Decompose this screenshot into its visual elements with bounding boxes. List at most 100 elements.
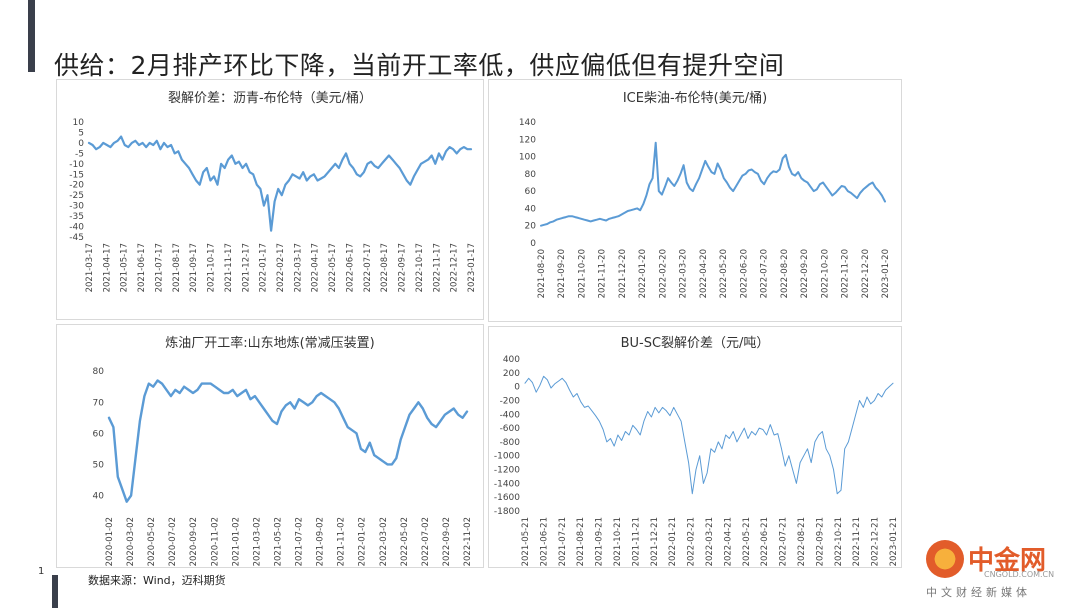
y-tick-label: 40 bbox=[525, 204, 537, 214]
x-tick-label: 2021-07-17 bbox=[154, 243, 164, 292]
x-tick-label: 2022-05-20 bbox=[719, 249, 729, 298]
x-tick-label: 2022-05-02 bbox=[400, 517, 410, 566]
x-tick-label: 2022-07-21 bbox=[779, 517, 789, 566]
y-tick-label: 400 bbox=[503, 355, 520, 365]
x-tick-label: 2023-01-20 bbox=[881, 249, 891, 298]
x-tick-label: 2021-05-02 bbox=[273, 517, 283, 566]
accent-bar-bottom bbox=[52, 575, 58, 608]
watermark-url: CNGOLD.COM.CN bbox=[984, 570, 1055, 579]
x-tick-label: 2021-03-02 bbox=[252, 517, 262, 566]
chart-svg: 裂解价差：沥青-布伦特（美元/桶） 1050-5-10-15-20-25-30-3… bbox=[69, 91, 477, 292]
x-tick-label: 2022-11-20 bbox=[841, 249, 851, 298]
watermark-subtitle: 中文财经新媒体 bbox=[926, 586, 1031, 599]
x-tick-label: 2021-09-17 bbox=[189, 243, 199, 292]
x-tick-label: 2022-01-21 bbox=[668, 517, 678, 566]
y-tick-label: 200 bbox=[503, 369, 520, 379]
x-tick-label: 2022-09-21 bbox=[815, 517, 825, 566]
x-tick-label: 2022-08-20 bbox=[780, 249, 790, 298]
chart-title: BU-SC裂解价差（元/吨） bbox=[621, 336, 770, 351]
x-tick-label: 2021-07-02 bbox=[295, 517, 305, 566]
x-tick-label: 2021-10-21 bbox=[613, 517, 623, 566]
x-tick-label: 2021-05-17 bbox=[120, 243, 130, 292]
y-tick-label: 50 bbox=[93, 460, 105, 470]
y-tick-label: 0 bbox=[530, 239, 536, 249]
chart-title: 裂解价差：沥青-布伦特（美元/桶） bbox=[168, 91, 372, 106]
accent-bar-top bbox=[28, 0, 35, 72]
watermark-cn: 中金网 bbox=[968, 546, 1047, 576]
x-tick-label: 2022-02-17 bbox=[276, 243, 286, 292]
x-tick-label: 2021-09-21 bbox=[595, 517, 605, 566]
x-tick-label: 2021-11-02 bbox=[337, 517, 347, 566]
x-tick-label: 2020-09-02 bbox=[189, 517, 199, 566]
x-tick-label: 2022-02-21 bbox=[687, 517, 697, 566]
x-tick-label: 2021-10-17 bbox=[207, 243, 217, 292]
x-tick-label: 2022-07-17 bbox=[363, 243, 373, 292]
slide-title: 供给：2月排产环比下降，当前开工率低，供应偏低但有提升空间 bbox=[54, 51, 785, 80]
x-tick-label: 2022-10-17 bbox=[415, 243, 425, 292]
y-tick-label: 5 bbox=[78, 128, 84, 138]
page-number: 1 bbox=[38, 566, 45, 577]
y-tick-label: -1000 bbox=[494, 452, 520, 462]
y-tick-label: 60 bbox=[525, 187, 537, 197]
y-tick-label: -400 bbox=[500, 410, 521, 420]
x-tick-label: 2022-09-20 bbox=[800, 249, 810, 298]
x-tick-label: 2022-08-17 bbox=[380, 243, 390, 292]
x-tick-label: 2022-11-02 bbox=[463, 517, 473, 566]
watermark-logo-icon bbox=[926, 540, 964, 578]
y-tick-label: 80 bbox=[525, 170, 537, 180]
watermark: 中金网 CNGOLD.COM.CN 中文财经新媒体 bbox=[918, 540, 1068, 602]
x-tick-label: 2021-11-21 bbox=[631, 517, 641, 566]
x-tick-label: 2021-03-17 bbox=[85, 243, 95, 292]
x-tick-label: 2022-12-21 bbox=[871, 517, 881, 566]
y-tick-label: -1800 bbox=[494, 507, 520, 517]
series-line bbox=[524, 375, 894, 495]
y-tick-label: -25 bbox=[69, 191, 84, 201]
y-tick-label: 0 bbox=[78, 139, 84, 149]
chart-panel-bu-sc-spread: BU-SC裂解价差（元/吨） 400 200 0 -200 -400 -600 -800 -10… bbox=[488, 326, 902, 568]
y-tick-label: 70 bbox=[93, 398, 105, 408]
chart-svg: BU-SC裂解价差（元/吨） 400 200 0 -200 -400 -600 -800 -10… bbox=[494, 336, 899, 566]
x-tick-label: 2021-05-21 bbox=[521, 517, 531, 566]
x-tick-label: 2021-08-21 bbox=[576, 517, 586, 566]
y-tick-label: -20 bbox=[69, 181, 84, 191]
x-tick-label: 2020-05-02 bbox=[147, 517, 157, 566]
x-tick-label: 2021-04-17 bbox=[102, 243, 112, 292]
y-tick-label: 100 bbox=[519, 153, 536, 163]
x-tick-label: 2021-09-02 bbox=[316, 517, 326, 566]
x-tick-label: 2022-02-20 bbox=[658, 249, 668, 298]
x-tick-label: 2021-12-20 bbox=[618, 249, 628, 298]
x-tick-label: 2021-06-17 bbox=[137, 243, 147, 292]
x-tick-label: 2021-11-17 bbox=[224, 243, 234, 292]
x-tick-label: 2021-11-20 bbox=[598, 249, 608, 298]
x-tick-label: 2021-09-20 bbox=[557, 249, 567, 298]
chart-panel-ice-diesel-brent: ICE柴油-布伦特(美元/桶) 140 120 100 80 60 40 20 0 2021-08… bbox=[488, 79, 902, 322]
x-tick-label: 2020-03-02 bbox=[126, 517, 136, 566]
y-tick-label: -15 bbox=[69, 170, 84, 180]
chart-panel-shandong-refinery-rate: 炼油厂开工率:山东地炼(常减压装置) 80 70 60 50 40 2020-01-02 20… bbox=[56, 324, 484, 568]
x-tick-label: 2022-05-17 bbox=[328, 243, 338, 292]
y-tick-label: -30 bbox=[69, 202, 84, 212]
x-tick-label: 2021-12-21 bbox=[650, 517, 660, 566]
y-tick-label: 140 bbox=[519, 118, 536, 128]
data-source-note: 数据来源：Wind，迈科期货 bbox=[88, 574, 226, 587]
y-tick-label: -1400 bbox=[494, 479, 520, 489]
x-tick-label: 2022-09-17 bbox=[398, 243, 408, 292]
x-tick-label: 2022-06-20 bbox=[739, 249, 749, 298]
y-tick-label: 10 bbox=[73, 118, 85, 128]
x-tick-label: 2022-12-17 bbox=[450, 243, 460, 292]
x-tick-label: 2022-12-20 bbox=[861, 249, 871, 298]
y-tick-label: 20 bbox=[525, 222, 537, 232]
x-tick-label: 2022-10-21 bbox=[834, 517, 844, 566]
y-tick-label: 60 bbox=[93, 429, 105, 439]
chart-svg: ICE柴油-布伦特(美元/桶) 140 120 100 80 60 40 20 02021-08… bbox=[519, 91, 891, 298]
x-tick-label: 2022-03-02 bbox=[379, 517, 389, 566]
chart-panel-asphalt-brent: 裂解价差：沥青-布伦特（美元/桶） 10 5 0 -5 -10 -15 -20 -25 -30 -3… bbox=[56, 79, 484, 320]
y-tick-label: -35 bbox=[69, 212, 84, 222]
y-tick-label: -45 bbox=[69, 233, 84, 243]
x-tick-label: 2022-11-21 bbox=[852, 517, 862, 566]
x-tick-label: 2022-04-21 bbox=[723, 517, 733, 566]
series-line bbox=[107, 379, 469, 503]
y-tick-label: 0 bbox=[514, 383, 520, 393]
x-tick-label: 2021-01-02 bbox=[231, 517, 241, 566]
chart-svg: 炼油厂开工率:山东地炼(常减压装置) 80 70 60 50 40 2020-01-02 20… bbox=[93, 335, 473, 566]
